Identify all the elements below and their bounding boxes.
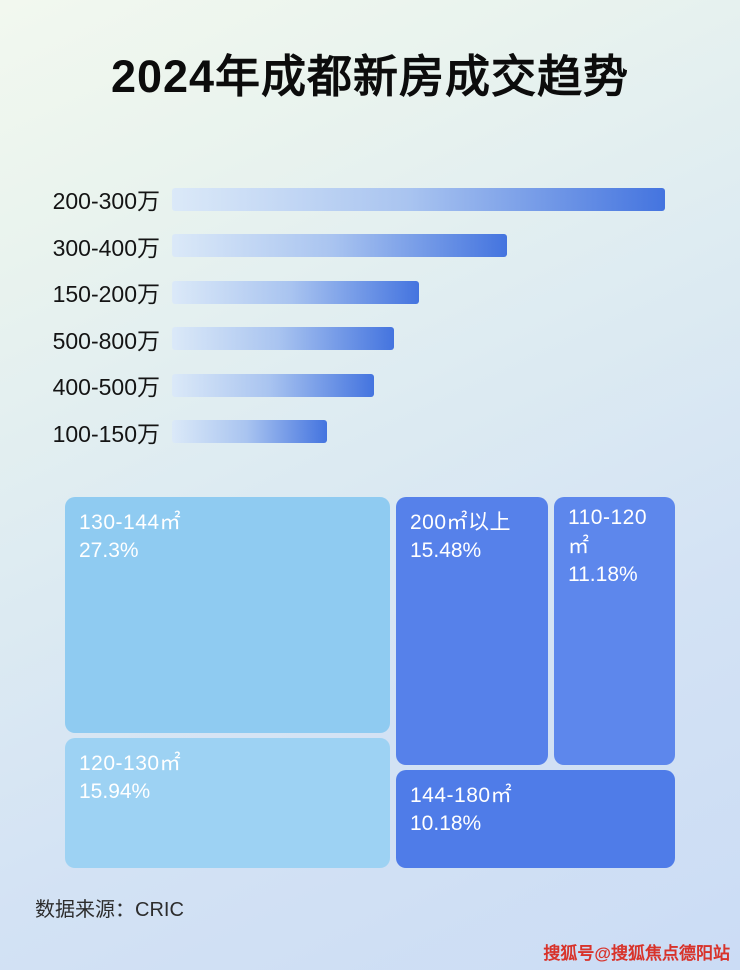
bar-category-label: 200-300万 [52, 188, 160, 215]
bar-category-label: 150-200万 [52, 281, 160, 308]
block-value: 10.18% [410, 812, 482, 835]
bar-chart: 200-300万 300-400万 150-200万 500-800万 400-… [50, 176, 665, 455]
treemap-block-110-120: 110-120㎡ 11.18% [554, 497, 675, 765]
bar-fill [172, 420, 328, 444]
block-label: 130-144㎡ [79, 511, 182, 534]
watermark: 搜狐号@搜狐焦点德阳站 [543, 944, 730, 963]
bar-fill [172, 234, 508, 258]
bar-row: 200-300万 [50, 176, 665, 223]
data-source-label: 数据来源：CRIC [35, 899, 184, 921]
page-title: 2024年成都新房成交趋势 [110, 51, 630, 102]
bar-track [172, 373, 665, 397]
block-value: 15.94% [79, 780, 151, 803]
treemap-chart: 130-144㎡ 27.3% 120-130㎡ 15.94% 200㎡以上 15… [65, 497, 675, 868]
block-value: 15.48% [410, 539, 482, 562]
treemap-block-200-plus: 200㎡以上 15.48% [396, 497, 548, 765]
bar-category-label: 500-800万 [52, 327, 160, 354]
block-label: 110-120㎡ [568, 506, 648, 558]
bar-row: 300-400万 [50, 223, 665, 270]
bar-track [172, 327, 665, 351]
bar-track [172, 420, 665, 444]
treemap-block-130-144: 130-144㎡ 27.3% [65, 497, 390, 733]
bar-fill [172, 327, 394, 351]
bar-category-label: 100-150万 [52, 420, 160, 447]
block-label: 120-130㎡ [79, 752, 182, 775]
bar-track [172, 280, 665, 304]
bar-row: 150-200万 [50, 269, 665, 316]
bar-category-label: 400-500万 [52, 374, 160, 401]
block-label: 200㎡以上 [410, 511, 512, 534]
block-label: 144-180㎡ [410, 784, 513, 807]
block-value: 27.3% [79, 539, 139, 562]
bar-row: 100-150万 [50, 409, 665, 456]
bar-row: 400-500万 [50, 362, 665, 409]
bar-category-label: 300-400万 [52, 234, 160, 261]
bar-row: 500-800万 [50, 316, 665, 363]
bar-track [172, 187, 665, 211]
block-value: 11.18% [568, 563, 638, 586]
treemap-block-144-180: 144-180㎡ 10.18% [396, 770, 675, 868]
bar-fill [172, 373, 375, 397]
bar-fill [172, 280, 419, 304]
bar-track [172, 234, 665, 258]
treemap-block-120-130: 120-130㎡ 15.94% [65, 738, 390, 868]
bar-fill [172, 187, 665, 211]
